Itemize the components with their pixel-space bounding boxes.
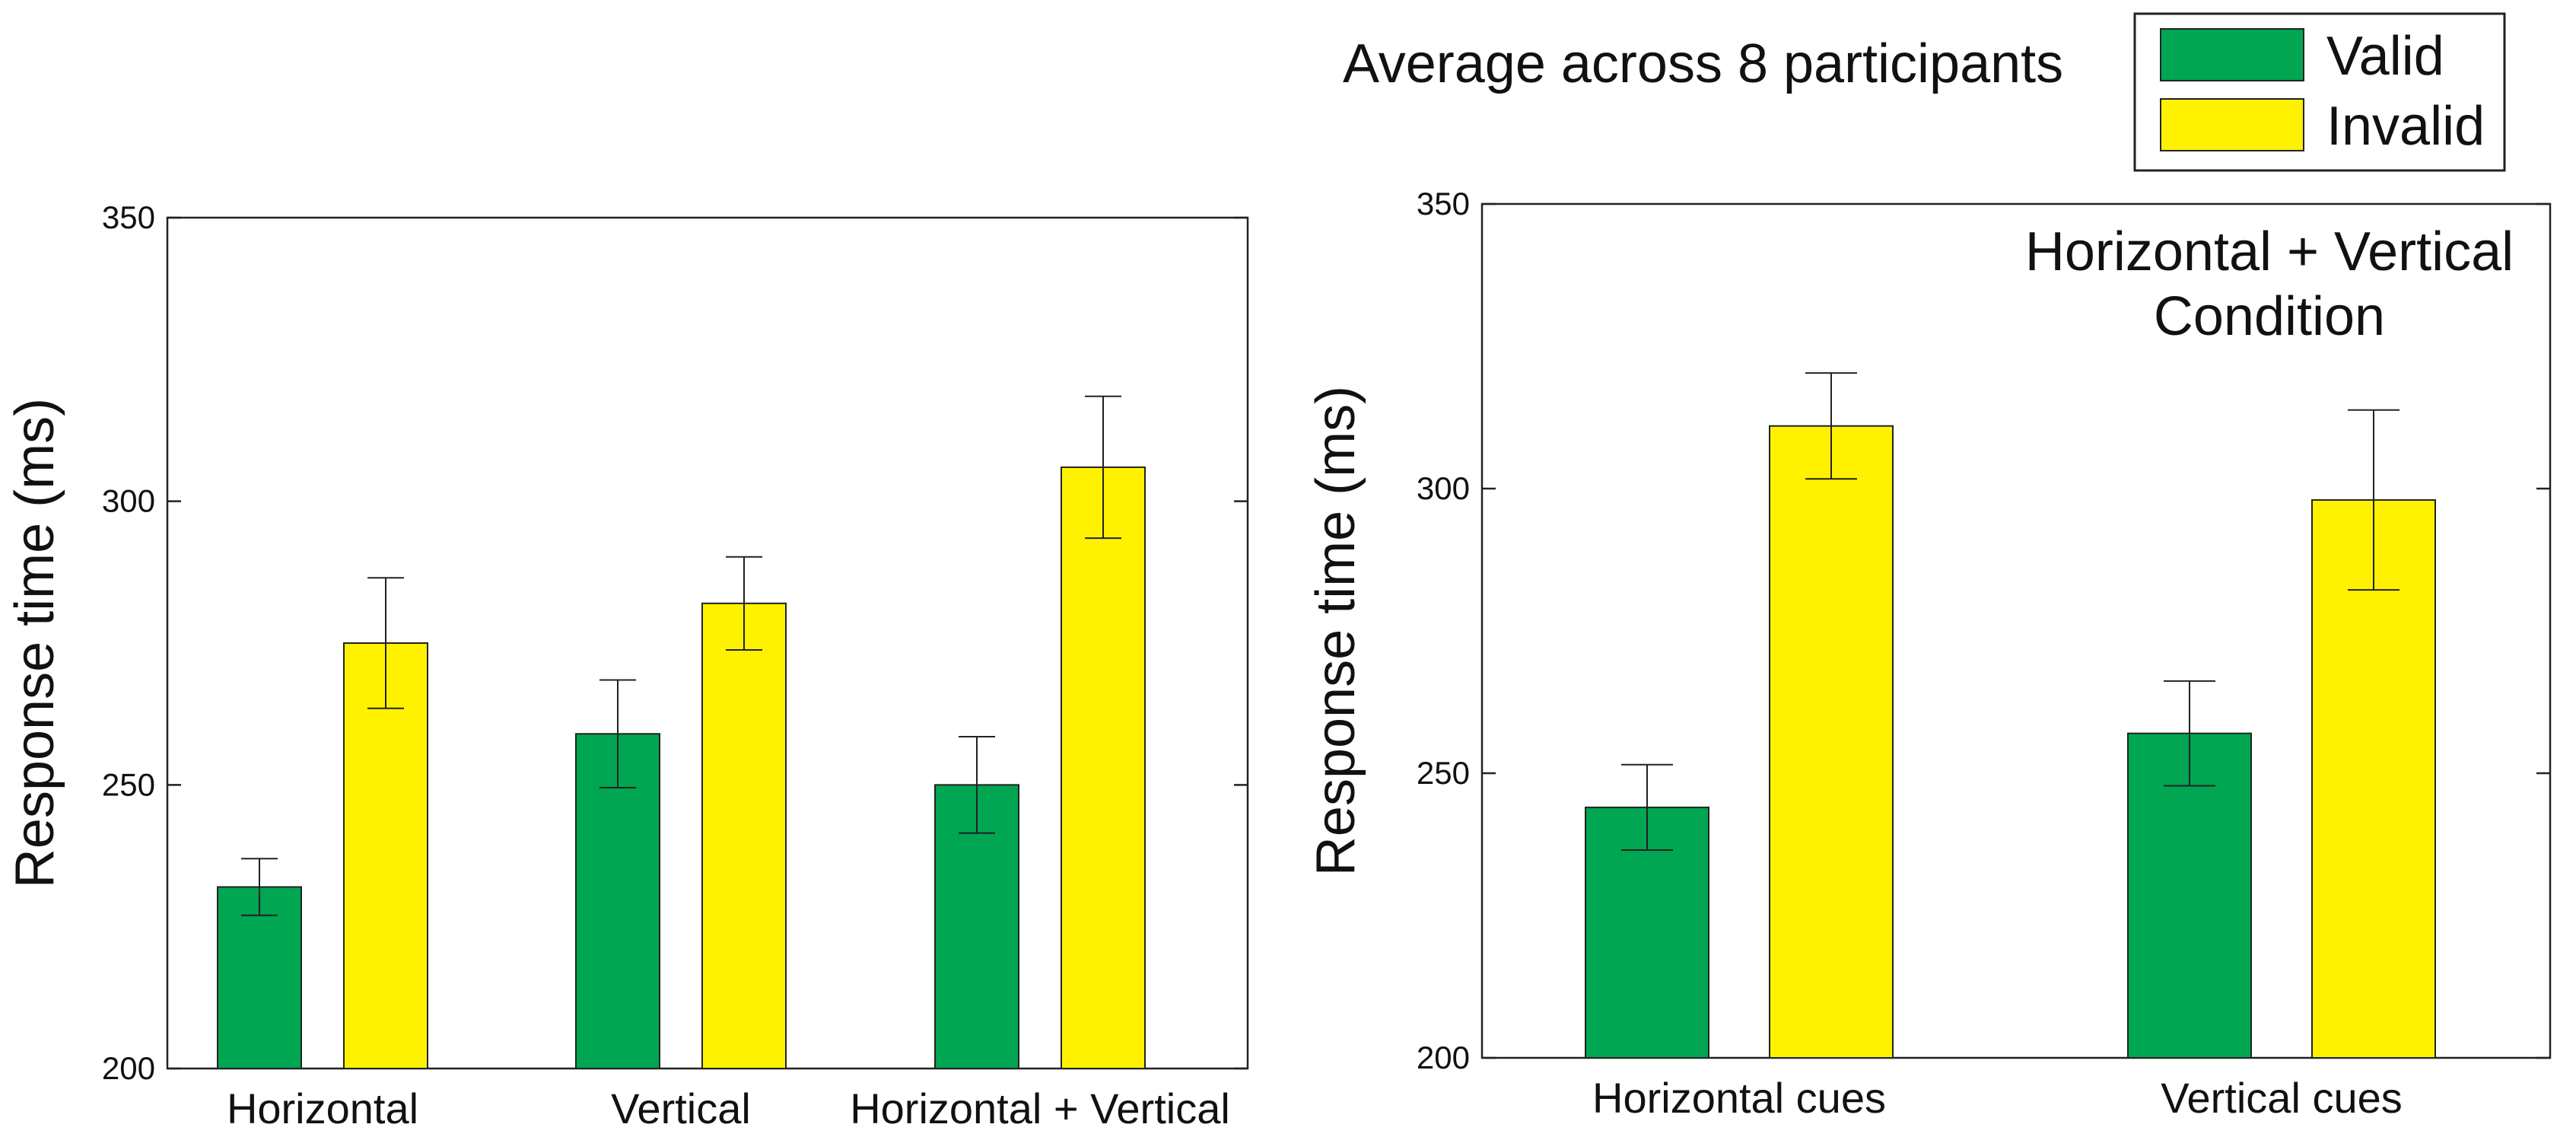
left-ytick-label: 200 <box>102 1050 155 1086</box>
left-y-axis-label: Response time (ms) <box>5 398 65 888</box>
left-category-label: Horizontal + Vertical <box>850 1084 1230 1132</box>
legend-label-valid: Valid <box>2326 26 2444 87</box>
right-y-axis-label: Response time (ms) <box>1305 386 1366 876</box>
left-category-label: Vertical <box>611 1084 751 1132</box>
right-ytick-label: 250 <box>1417 755 1470 791</box>
chart-right: Horizontal + Vertical Condition 200 250 30… <box>1305 186 2552 1122</box>
annotation-line-2: Condition <box>2154 286 2385 347</box>
figure-title: Average across 8 participants <box>1343 33 2063 94</box>
legend-item-invalid: Invalid <box>2160 96 2485 157</box>
left-ytick-label: 300 <box>102 483 155 519</box>
left-category-label: Horizontal <box>227 1084 418 1132</box>
left-ytick-label: 350 <box>102 199 155 235</box>
left-bar-invalid <box>701 602 787 1069</box>
right-category-label: Vertical cues <box>2161 1074 2403 1122</box>
legend-swatch-valid <box>2160 28 2304 81</box>
left-bar-invalid <box>343 642 428 1069</box>
legend: Valid Invalid <box>2133 12 2506 172</box>
right-bar-valid <box>2127 732 2252 1059</box>
right-plot-frame <box>1480 202 2552 1059</box>
chart-left: 200 250 300 350 Response time (ms) Horizontal… <box>5 199 1249 1132</box>
right-bar-invalid <box>1769 425 1894 1059</box>
right-category-label: Horizontal cues <box>1592 1074 1886 1122</box>
right-ytick-label: 300 <box>1417 470 1470 506</box>
right-ytick-label: 200 <box>1417 1040 1470 1075</box>
right-ytick-label: 350 <box>1417 186 1470 221</box>
left-bar-invalid <box>1061 466 1146 1069</box>
left-bar-valid <box>575 733 660 1070</box>
left-ytick-label: 250 <box>102 766 155 802</box>
legend-label-invalid: Invalid <box>2326 96 2485 157</box>
right-bar-invalid <box>2311 498 2436 1059</box>
legend-item-valid: Valid <box>2160 26 2444 87</box>
legend-swatch-invalid <box>2160 98 2304 151</box>
annotation-line-1: Horizontal + Vertical <box>2025 221 2514 282</box>
